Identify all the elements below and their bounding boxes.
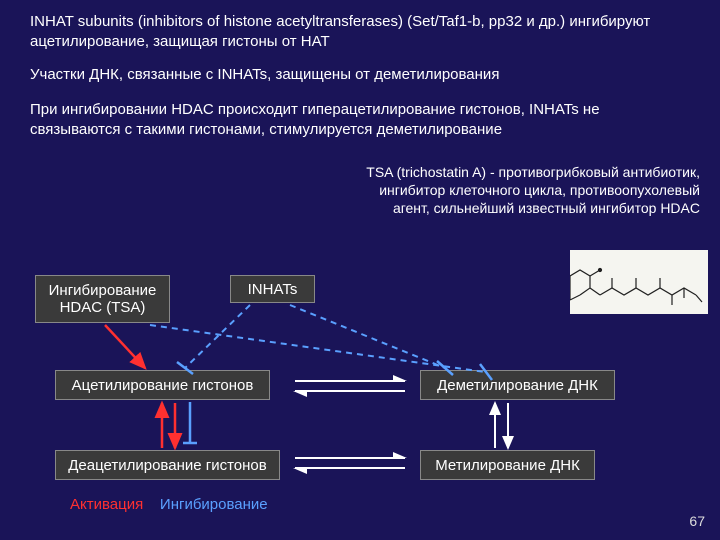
box-deacetyl-label: Деацетилирование гистонов bbox=[68, 457, 266, 474]
para-dnk: Участки ДНК, связанные с INHATs, защищен… bbox=[30, 65, 690, 85]
arrow-inhibit-icon bbox=[185, 305, 250, 368]
box-methyl-label: Метилирование ДНК bbox=[435, 457, 580, 474]
page-number: 67 bbox=[689, 512, 705, 530]
legend-activation: Активация bbox=[70, 496, 143, 513]
box-inhats: INHATs bbox=[230, 275, 315, 303]
legend-inhibition: Ингибирование bbox=[160, 496, 268, 513]
para-tsa: TSA (trichostatin A) - противогрибковый … bbox=[350, 163, 700, 218]
arrow-activate-icon bbox=[105, 325, 145, 368]
box-hdac-label: Ингибирование HDAC (TSA) bbox=[36, 282, 169, 316]
arrow-inhibit-icon bbox=[150, 325, 485, 372]
box-acetyl-label: Ацетилирование гистонов bbox=[72, 377, 254, 394]
trichostatin-structure-icon bbox=[570, 250, 708, 314]
legend: Активация Ингибирование bbox=[70, 495, 268, 515]
arrow-inhibit-icon bbox=[290, 305, 445, 368]
molecule-structure bbox=[570, 250, 708, 314]
box-demethyl-label: Деметилирование ДНК bbox=[437, 377, 598, 394]
para-hdac: При ингибировании HDAC происходит гипера… bbox=[30, 100, 630, 139]
legend-sep bbox=[147, 496, 155, 513]
box-deacetyl: Деацетилирование гистонов bbox=[55, 450, 280, 480]
para-inhat: INHAT subunits (inhibitors of histone ac… bbox=[30, 12, 680, 51]
box-methyl: Метилирование ДНК bbox=[420, 450, 595, 480]
box-inhats-label: INHATs bbox=[248, 281, 298, 298]
box-demethyl: Деметилирование ДНК bbox=[420, 370, 615, 400]
box-hdac-tsa: Ингибирование HDAC (TSA) bbox=[35, 275, 170, 323]
box-acetyl: Ацетилирование гистонов bbox=[55, 370, 270, 400]
